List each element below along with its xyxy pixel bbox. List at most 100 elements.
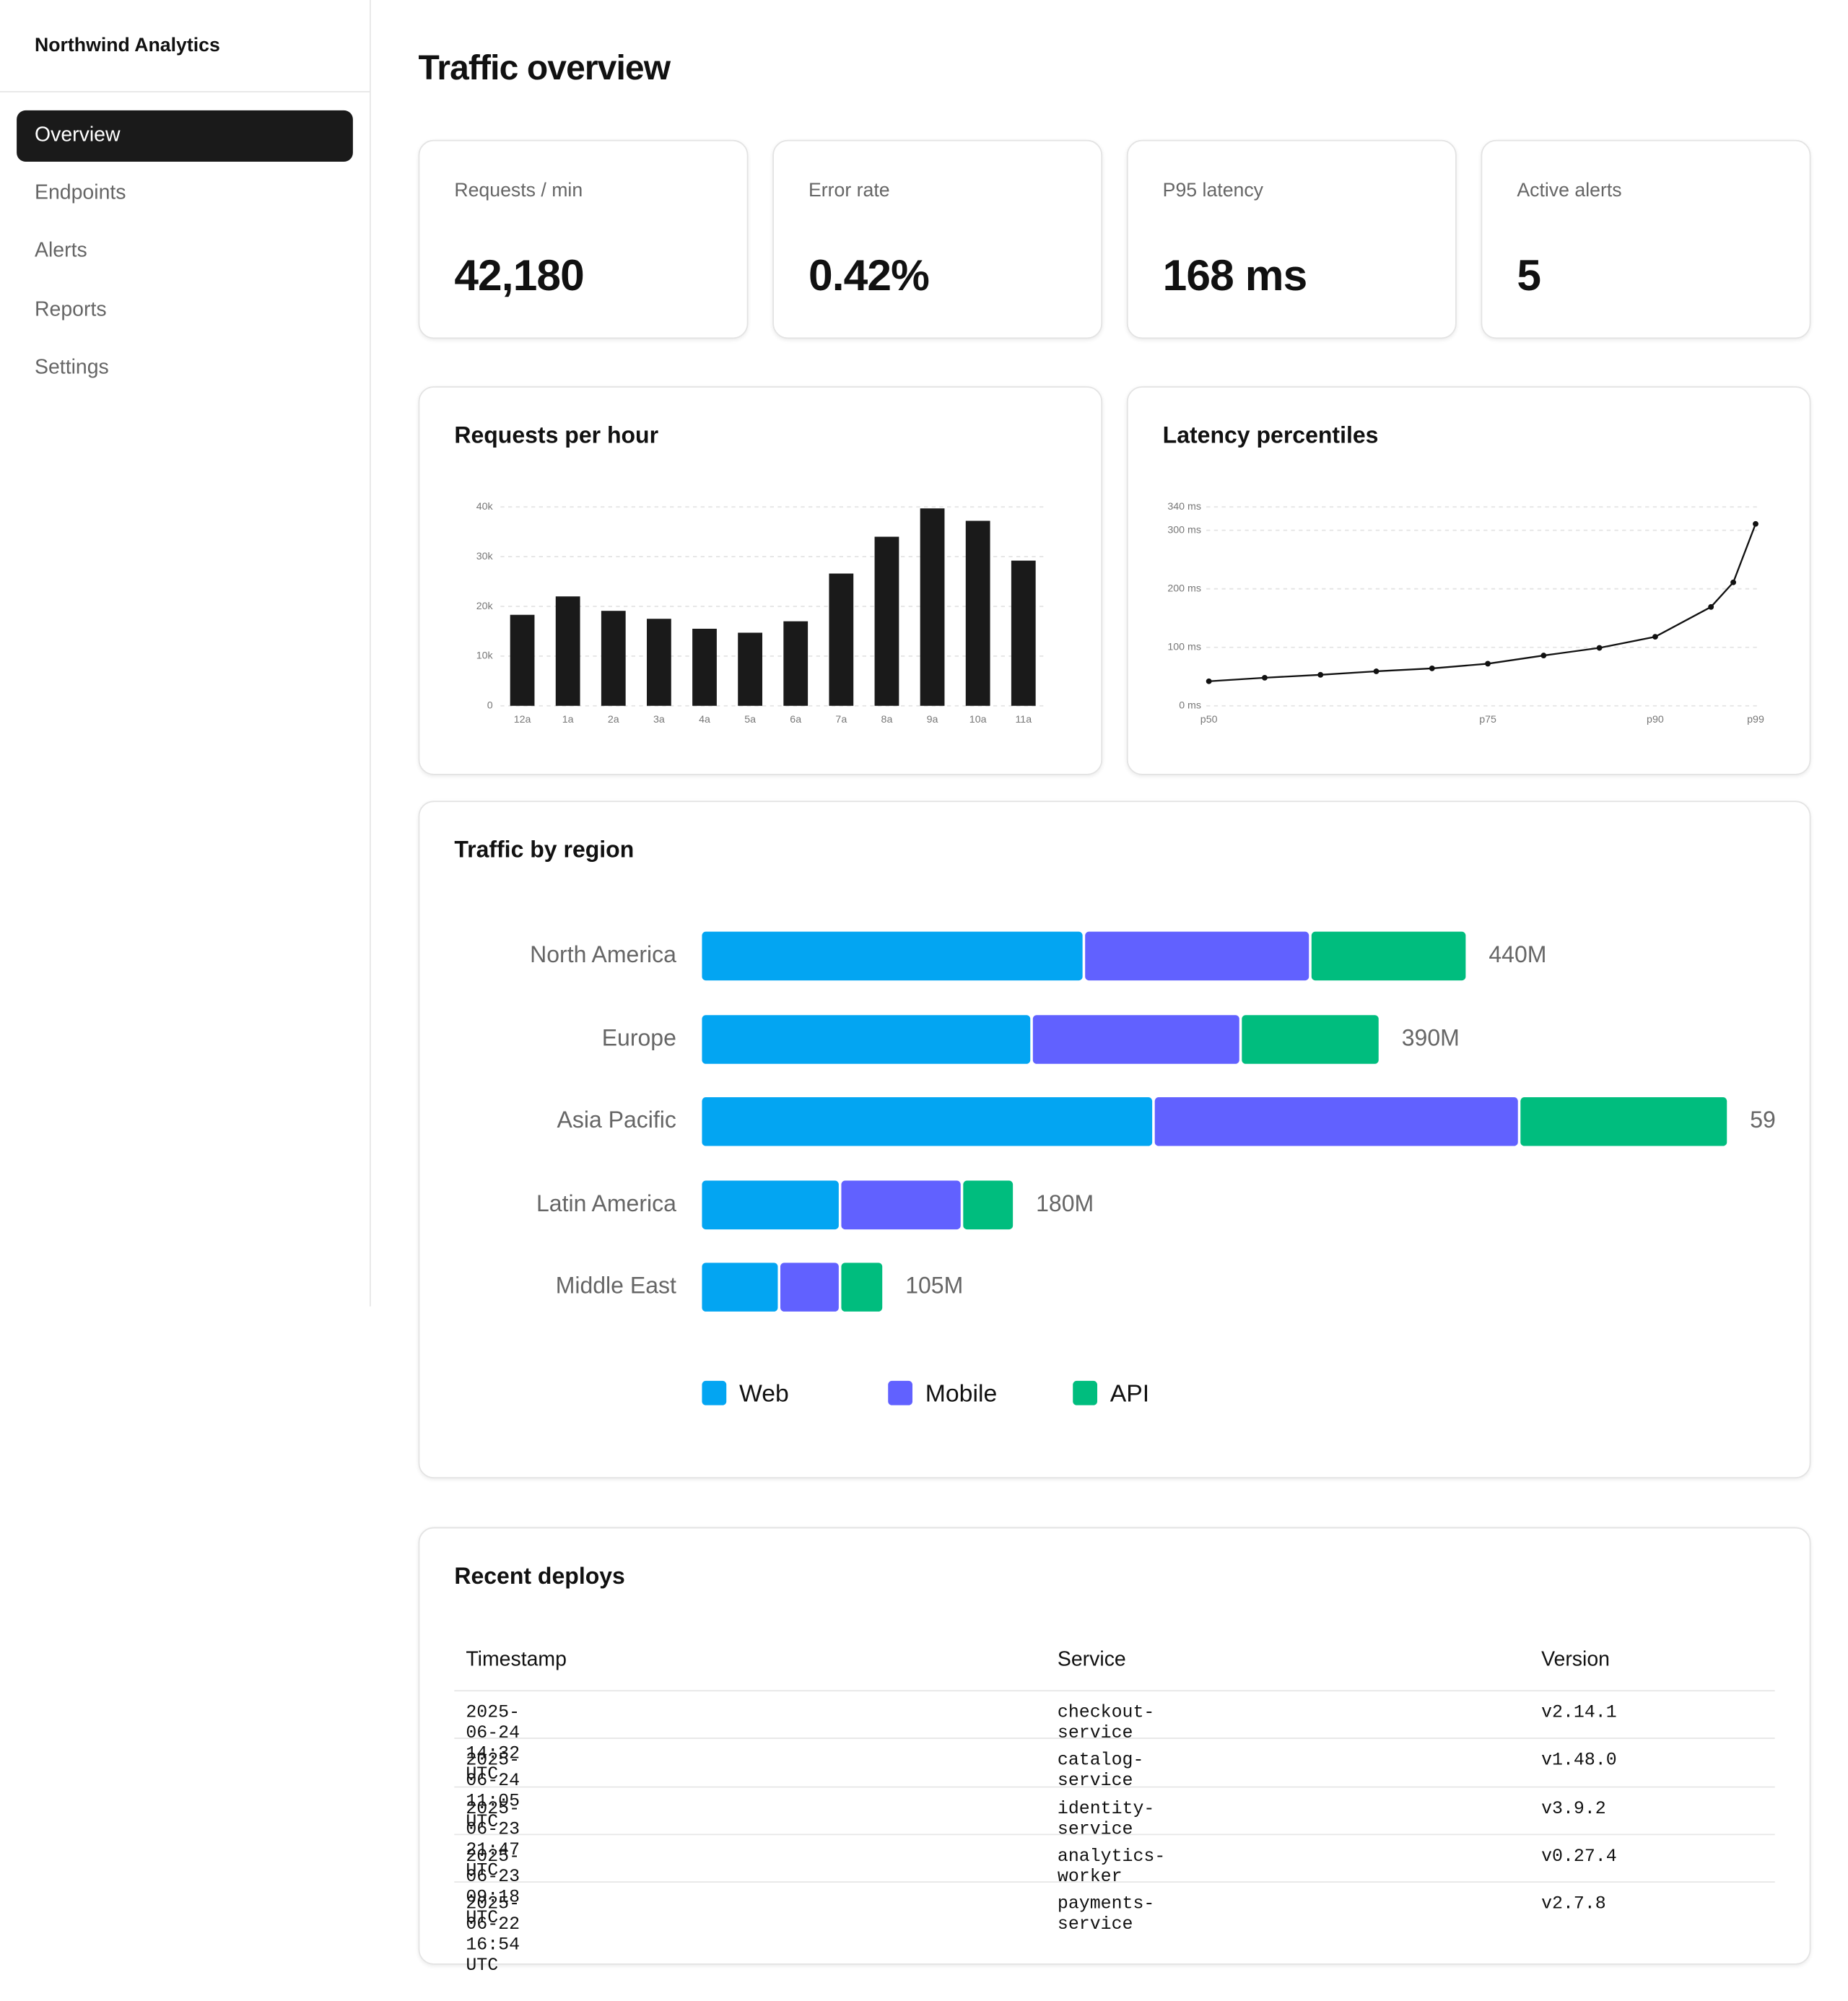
row-divider	[454, 1785, 1775, 1787]
x-tick-label: 8a	[881, 714, 893, 725]
x-tick-label: 9a	[927, 714, 938, 725]
x-tick-label: p99	[1747, 714, 1764, 725]
table-cell: v1.48.0	[1541, 1751, 1617, 1771]
point	[1540, 653, 1547, 658]
nav-item[interactable]: Reports	[35, 299, 107, 321]
kpi-label: Error rate	[808, 179, 890, 202]
bar	[829, 573, 854, 706]
point	[1373, 668, 1380, 674]
bar-segment	[702, 1097, 1153, 1146]
row-divider	[454, 1881, 1775, 1883]
bar	[965, 520, 990, 706]
y-tick-label: 30k	[476, 551, 494, 562]
table-cell: payments-service	[1057, 1894, 1155, 1936]
bar	[738, 632, 763, 706]
x-tick-label: 10a	[969, 714, 987, 725]
chart: North America 440M Europe 390M Asia Pacific 5…	[530, 931, 1776, 1407]
x-tick-label: 6a	[790, 714, 801, 725]
row-divider	[454, 1738, 1775, 1740]
legend-swatch	[888, 1380, 913, 1405]
page-title: Traffic overview	[418, 48, 671, 87]
kpi-card: Active alerts 5	[1481, 139, 1811, 339]
table-cell: identity-service	[1057, 1798, 1155, 1840]
bar	[601, 611, 626, 706]
nav-item[interactable]: Overview	[17, 110, 353, 162]
table-cell: 2025-06-24 14:32 UTC	[466, 1703, 520, 1785]
legend-swatch	[702, 1380, 727, 1405]
divider	[0, 91, 370, 93]
table-cell: 2025-06-23 09:18 UTC	[466, 1847, 520, 1929]
y-tick-label: 0 ms	[1179, 700, 1201, 712]
kpi-card: P95 latency 168 ms	[1126, 139, 1457, 339]
x-tick-label: 4a	[699, 714, 710, 725]
total-label: 590M	[1750, 1107, 1776, 1133]
category-label: Latin America	[536, 1190, 676, 1216]
bar	[692, 629, 717, 706]
chart: 0 ms 100 ms 200 ms 300 ms 340 ms p50 p75 p90 p99	[1167, 501, 1764, 725]
bar	[555, 596, 580, 706]
point	[1652, 634, 1658, 640]
bar	[783, 621, 808, 706]
point	[1317, 671, 1324, 678]
point	[1485, 661, 1491, 667]
y-tick-label: 20k	[476, 601, 494, 612]
total-label: 440M	[1489, 941, 1546, 967]
nav-item[interactable]: Endpoints	[35, 182, 126, 204]
bar-segment	[1311, 931, 1466, 981]
chart-title: Latency percentiles	[1162, 422, 1379, 448]
legend-swatch	[1073, 1380, 1098, 1405]
point	[1596, 645, 1603, 651]
bar-segment	[1085, 931, 1309, 981]
y-tick-label: 100 ms	[1167, 641, 1201, 653]
table-cell: 2025-06-22 16:54 UTC	[466, 1894, 520, 1977]
row-divider	[454, 1690, 1775, 1692]
bar-segment	[841, 1180, 961, 1230]
y-tick-label: 10k	[476, 650, 494, 662]
bar-segment	[841, 1263, 883, 1312]
total-label: 105M	[905, 1273, 963, 1299]
bar	[920, 508, 945, 706]
table-card: Recent deploys	[418, 1527, 1811, 1965]
category-label: North America	[530, 941, 676, 967]
bar-segment	[702, 931, 1083, 981]
total-label: 390M	[1402, 1024, 1460, 1050]
bar-segment	[702, 1263, 778, 1312]
kpi-label: Active alerts	[1517, 179, 1622, 202]
table-cell: v3.9.2	[1541, 1798, 1606, 1820]
x-tick-label: 2a	[608, 714, 619, 725]
x-tick-label: 12a	[514, 714, 531, 725]
row-divider	[454, 1834, 1775, 1836]
chart-title: Traffic by region	[454, 837, 635, 863]
y-tick-label: 200 ms	[1167, 583, 1201, 594]
kpi-value: 168 ms	[1162, 251, 1308, 301]
y-tick-label: 300 ms	[1167, 524, 1201, 536]
table-cell: checkout-service	[1057, 1703, 1155, 1745]
table-cell: analytics-worker	[1057, 1847, 1166, 1888]
table-cell: catalog-service	[1057, 1751, 1144, 1792]
nav-item[interactable]: Settings	[35, 357, 109, 379]
point	[1262, 674, 1268, 681]
legend-label: API	[1110, 1379, 1149, 1407]
kpi-card: Requests / min 42,180	[418, 139, 749, 339]
kpi-card: Error rate 0.42%	[772, 139, 1103, 339]
bar-segment	[1520, 1097, 1727, 1146]
table-cell: v2.7.8	[1541, 1894, 1606, 1915]
bar-segment	[1242, 1015, 1379, 1064]
category-label: Middle East	[556, 1273, 676, 1299]
category-label: Asia Pacific	[557, 1107, 676, 1133]
bar	[874, 536, 899, 706]
chart: 0 10k 20k 30k 40k 12a 1a 2a 3a 4a 5a 6a 7a 8a 9a 10a 11a	[476, 501, 1047, 725]
bar-segment	[780, 1263, 839, 1312]
chart-card: Latency percentiles	[1126, 386, 1811, 775]
legend-label: Web	[739, 1379, 789, 1407]
x-tick-label: p75	[1479, 714, 1496, 725]
bar-segment	[963, 1180, 1014, 1230]
y-tick-label: 40k	[476, 501, 494, 513]
x-tick-label: p50	[1200, 714, 1218, 725]
table-cell: 2025-06-24 11:05 UTC	[466, 1751, 520, 1834]
nav-item[interactable]: Alerts	[35, 240, 87, 262]
category-label: Europe	[602, 1024, 676, 1050]
chart-title: Requests per hour	[454, 422, 659, 448]
legend-label: Mobile	[925, 1379, 997, 1407]
